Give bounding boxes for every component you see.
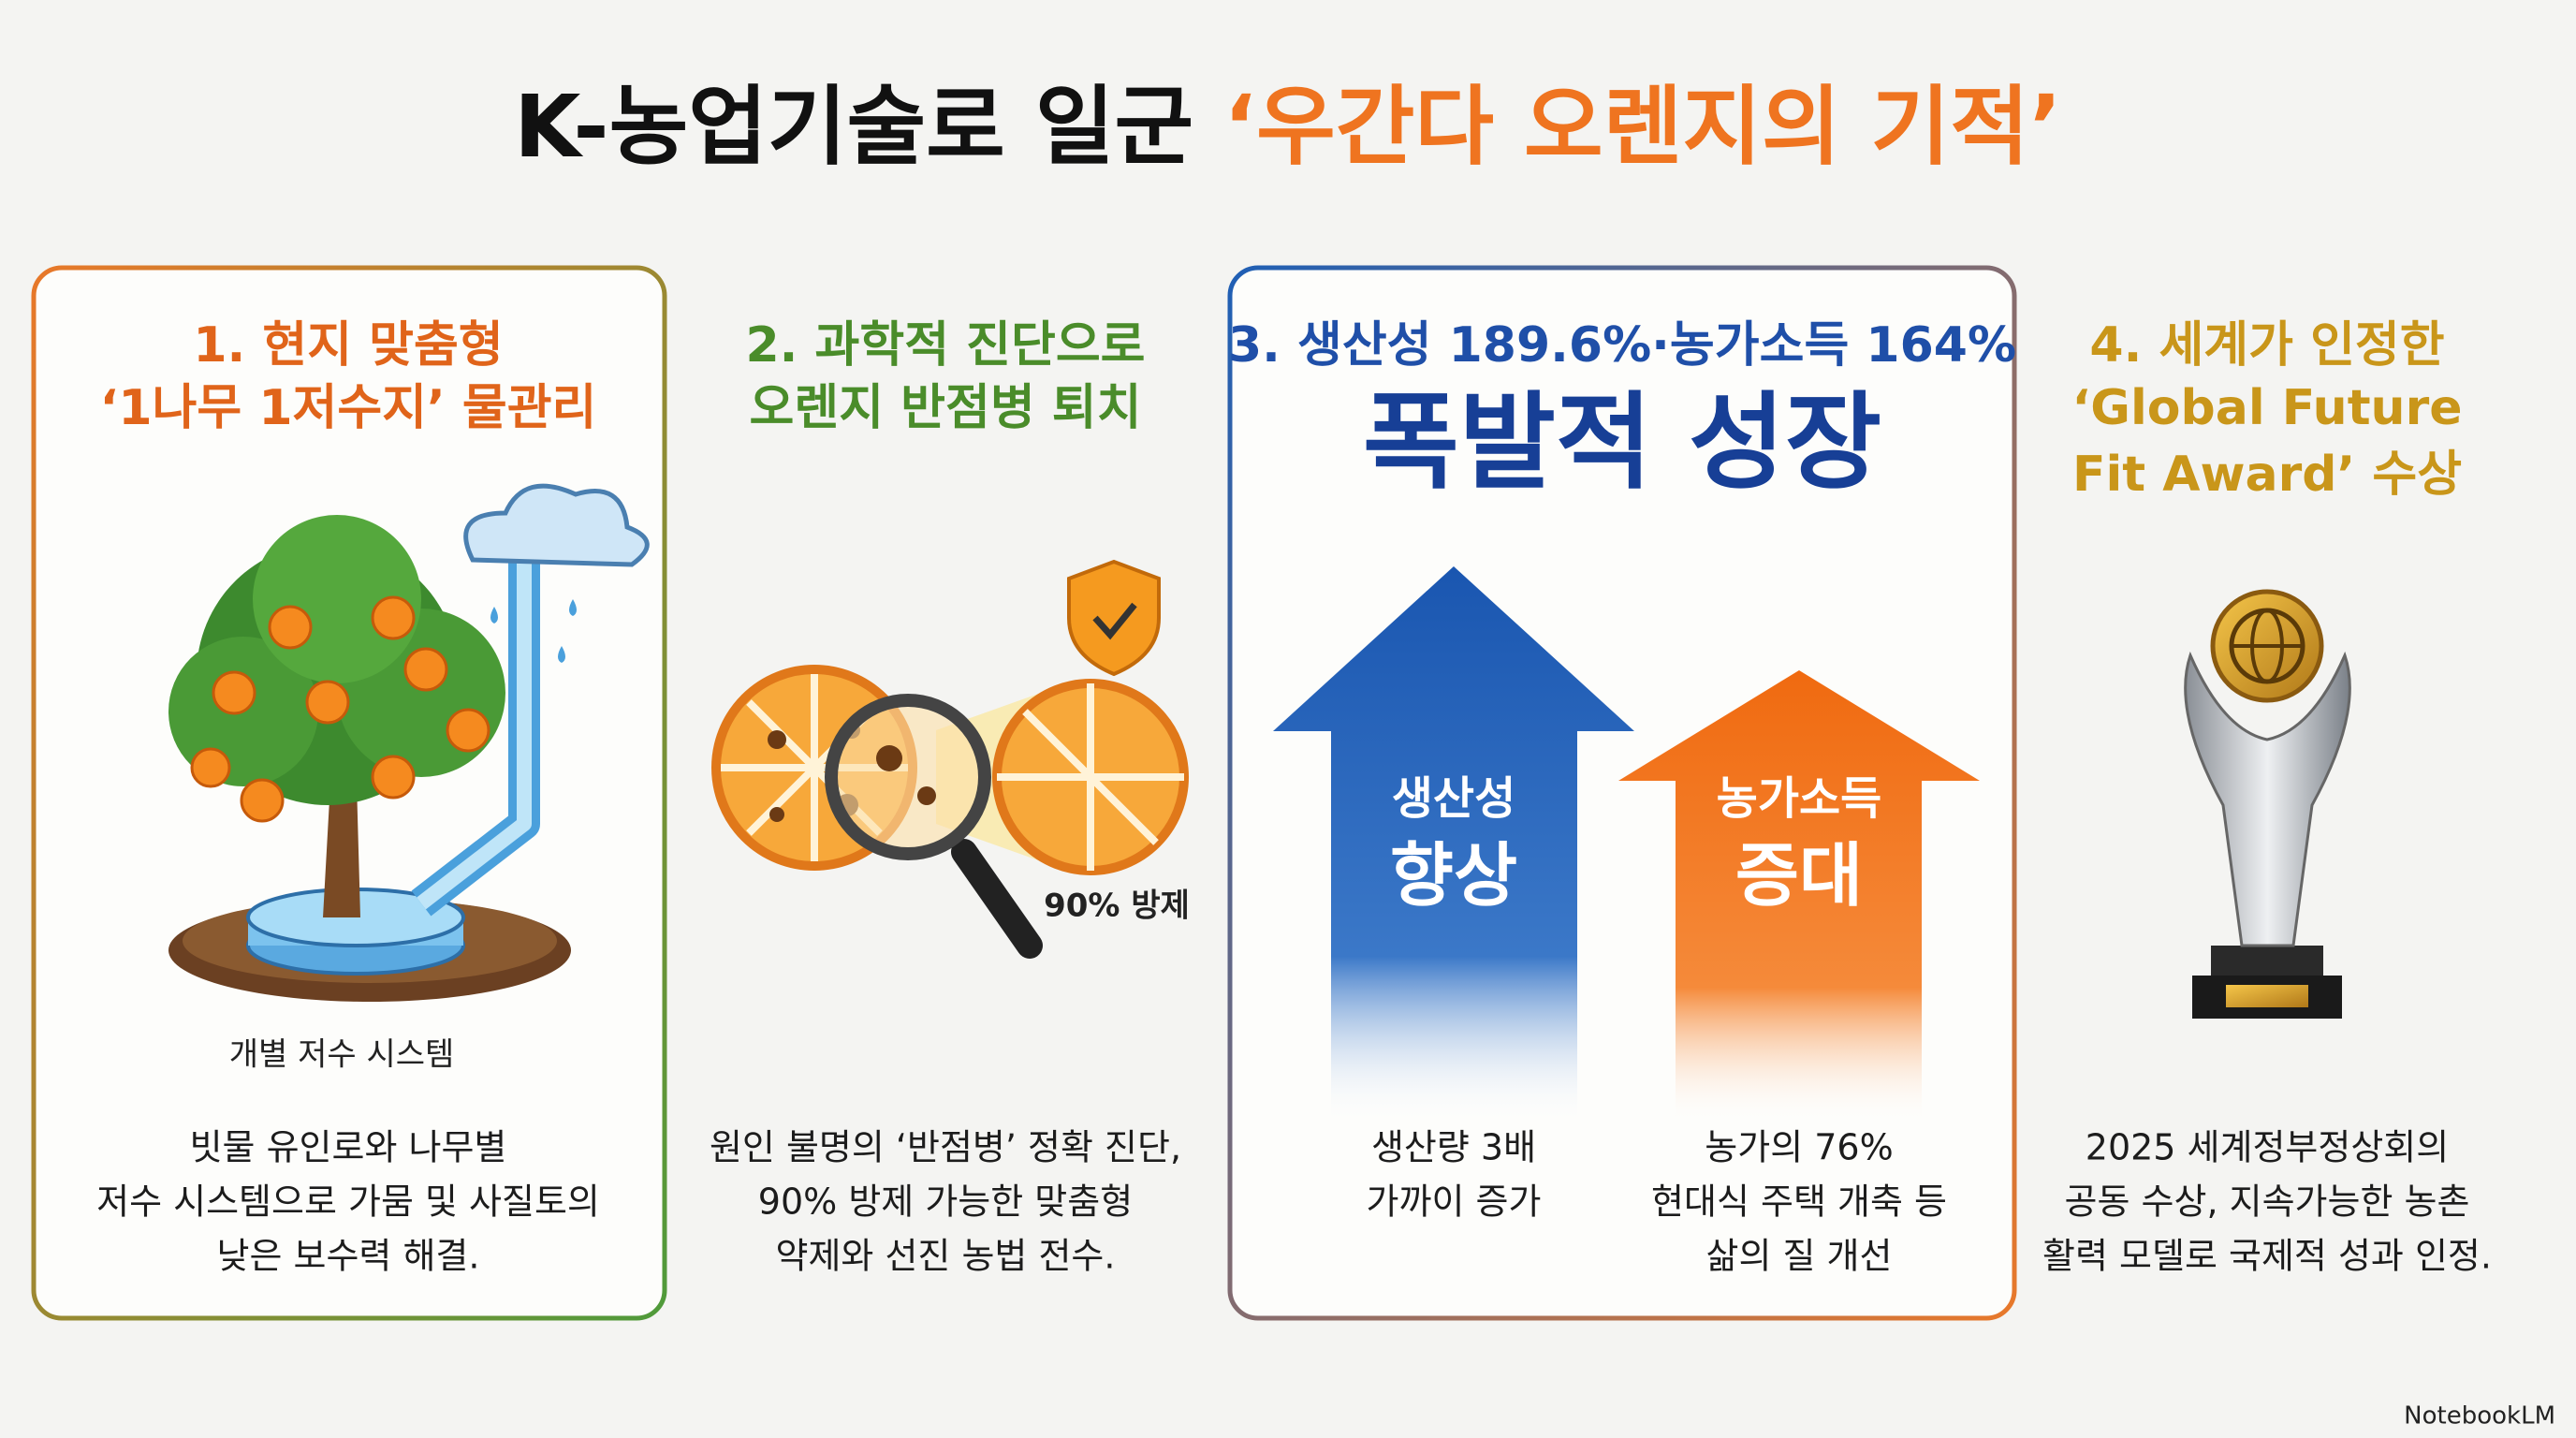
arrow-caption: 삶의 질 개선	[1706, 1236, 1893, 1277]
panel-heading: 4. 세계가 인정한	[2089, 317, 2444, 374]
trophy-illustration	[2184, 589, 2351, 1019]
panel-heading: 1. 현지 맞춤형	[193, 317, 503, 374]
illustration-label: 개별 저수 시스템	[229, 1036, 455, 1074]
arrow-label: 향상	[1390, 836, 1517, 917]
title-text: K-농업기술로 일군	[514, 77, 1223, 177]
panel-body: 90% 방제 가능한 맞춤형	[758, 1181, 1133, 1223]
arrow-label: 증대	[1735, 836, 1863, 917]
arrow-caption: 생산량 3배	[1371, 1127, 1536, 1168]
panel-heading: ‘1나무 1저수지’ 물관리	[100, 380, 597, 436]
panel-body: 활력 모델로 국제적 성과 인정.	[2042, 1236, 2492, 1277]
panel-heading: 오렌지 반점병 퇴치	[750, 380, 1142, 436]
panel-heading: Fit Award’ 수상	[2072, 447, 2462, 503]
panel-body: 2025 세계정부정상회의	[2086, 1127, 2449, 1168]
tree-illustration	[168, 483, 650, 1002]
panel-body: 공동 수상, 지속가능한 농촌	[2065, 1181, 2470, 1223]
arrow-label: 농가소득	[1717, 772, 1882, 825]
arrow-caption: 농가의 76%	[1705, 1127, 1893, 1168]
panel-body: 원인 불명의 ‘반점병’ 정확 진단,	[710, 1127, 1181, 1168]
arrow-caption: 현대식 주택 개축 등	[1651, 1181, 1947, 1223]
orange-illustration	[711, 559, 1189, 959]
panel-body: 빗물 유인로와 나무별	[190, 1127, 507, 1168]
panel-headline: 폭발적 성장	[1363, 382, 1881, 504]
panel-body: 약제와 선진 농법 전수.	[776, 1236, 1116, 1277]
page-title: K-농업기술로 일군 ‘우간다 오렌지의 기적’	[514, 77, 2062, 177]
growth-arrow	[1618, 670, 1980, 1123]
panel-heading: 3. 생산성 189.6%·농가소득 164%	[1228, 317, 2016, 374]
panel-body: 저수 시스템으로 가뭄 및 사질토의	[96, 1181, 600, 1223]
panel-heading: ‘Global Future	[2072, 380, 2463, 436]
illustration-label: 90% 방제	[1044, 888, 1190, 925]
panel-body: 낮은 보수력 해결.	[217, 1236, 480, 1277]
growth-arrow	[1273, 566, 1634, 1123]
arrow-label: 생산성	[1392, 772, 1515, 825]
title-highlight: ‘우간다 오렌지의 기적’	[1223, 77, 2062, 177]
footer-brand: NotebookLM	[2404, 1402, 2555, 1431]
arrow-caption: 가까이 증가	[1367, 1181, 1542, 1223]
panel-heading: 2. 과학적 진단으로	[745, 317, 1145, 374]
